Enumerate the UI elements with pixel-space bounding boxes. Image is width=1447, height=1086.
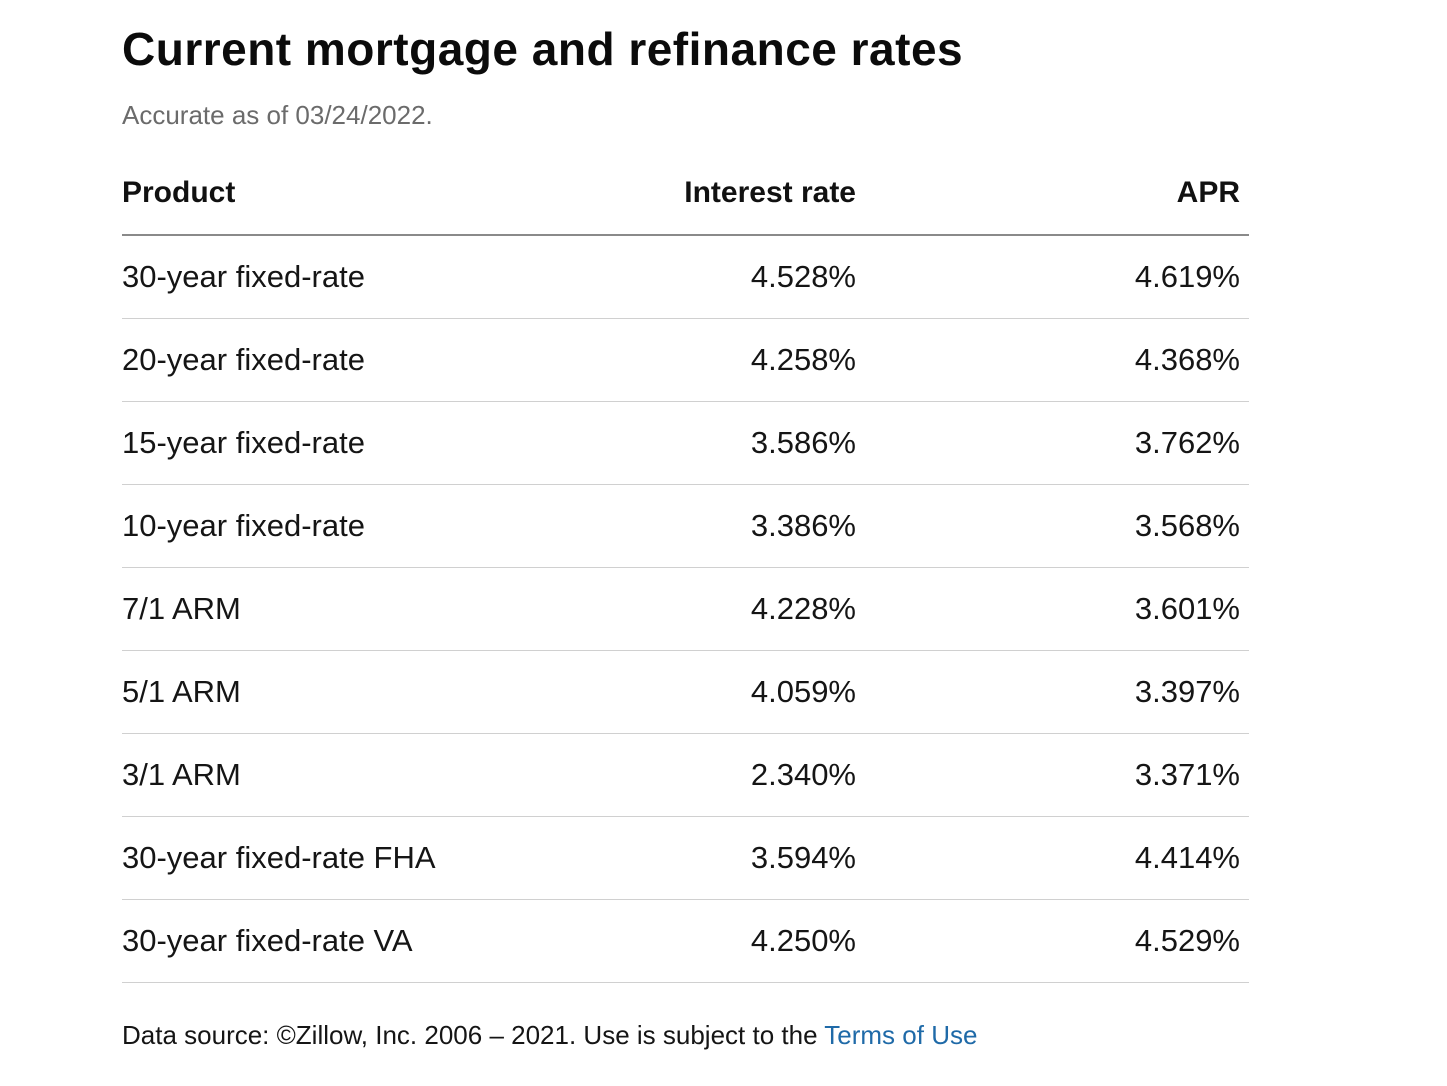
interest-rate-cell: 4.228%	[572, 567, 856, 651]
product-cell: 7/1 ARM	[122, 567, 572, 651]
product-cell: 3/1 ARM	[122, 733, 572, 817]
header-apr: APR	[856, 152, 1249, 236]
data-source-note: Data source: ©Zillow, Inc. 2006 – 2021. …	[122, 1020, 977, 1051]
terms-of-use-link[interactable]: Terms of Use	[824, 1020, 978, 1050]
apr-cell: 4.619%	[856, 235, 1249, 319]
table-row: 30-year fixed-rate 4.528% 4.619%	[122, 235, 1249, 319]
page-title: Current mortgage and refinance rates	[122, 23, 964, 75]
apr-cell: 3.371%	[856, 733, 1249, 817]
apr-cell: 3.762%	[856, 401, 1249, 485]
apr-cell: 4.529%	[856, 899, 1249, 983]
apr-cell: 4.368%	[856, 318, 1249, 402]
interest-rate-cell: 4.528%	[572, 235, 856, 319]
interest-rate-cell: 4.250%	[572, 899, 856, 983]
product-cell: 15-year fixed-rate	[122, 401, 572, 485]
data-source-text: Data source: ©Zillow, Inc. 2006 – 2021. …	[122, 1020, 825, 1050]
table-header-row: Product Interest rate APR	[122, 152, 1249, 236]
interest-rate-cell: 3.386%	[572, 484, 856, 568]
product-cell: 20-year fixed-rate	[122, 318, 572, 402]
product-cell: 30-year fixed-rate FHA	[122, 816, 572, 900]
table-row: 30-year fixed-rate FHA 3.594% 4.414%	[122, 816, 1249, 900]
table-row: 10-year fixed-rate 3.386% 3.568%	[122, 484, 1249, 568]
interest-rate-cell: 4.258%	[572, 318, 856, 402]
apr-cell: 4.414%	[856, 816, 1249, 900]
product-cell: 10-year fixed-rate	[122, 484, 572, 568]
product-cell: 30-year fixed-rate VA	[122, 899, 572, 983]
apr-cell: 3.568%	[856, 484, 1249, 568]
table-row: 15-year fixed-rate 3.586% 3.762%	[122, 401, 1249, 485]
product-cell: 30-year fixed-rate	[122, 235, 572, 319]
interest-rate-cell: 3.586%	[572, 401, 856, 485]
interest-rate-cell: 4.059%	[572, 650, 856, 734]
rates-table: Product Interest rate APR 30-year fixed-…	[122, 152, 1249, 983]
table-row: 7/1 ARM 4.228% 3.601%	[122, 567, 1249, 651]
accuracy-date: Accurate as of 03/24/2022.	[122, 100, 433, 130]
header-interest-rate: Interest rate	[572, 152, 856, 236]
interest-rate-cell: 3.594%	[572, 816, 856, 900]
apr-cell: 3.601%	[856, 567, 1249, 651]
header-product: Product	[122, 152, 572, 236]
product-cell: 5/1 ARM	[122, 650, 572, 734]
table-row: 20-year fixed-rate 4.258% 4.368%	[122, 318, 1249, 402]
table-row: 5/1 ARM 4.059% 3.397%	[122, 650, 1249, 734]
interest-rate-cell: 2.340%	[572, 733, 856, 817]
table-row: 3/1 ARM 2.340% 3.371%	[122, 733, 1249, 817]
apr-cell: 3.397%	[856, 650, 1249, 734]
table-row: 30-year fixed-rate VA 4.250% 4.529%	[122, 899, 1249, 983]
